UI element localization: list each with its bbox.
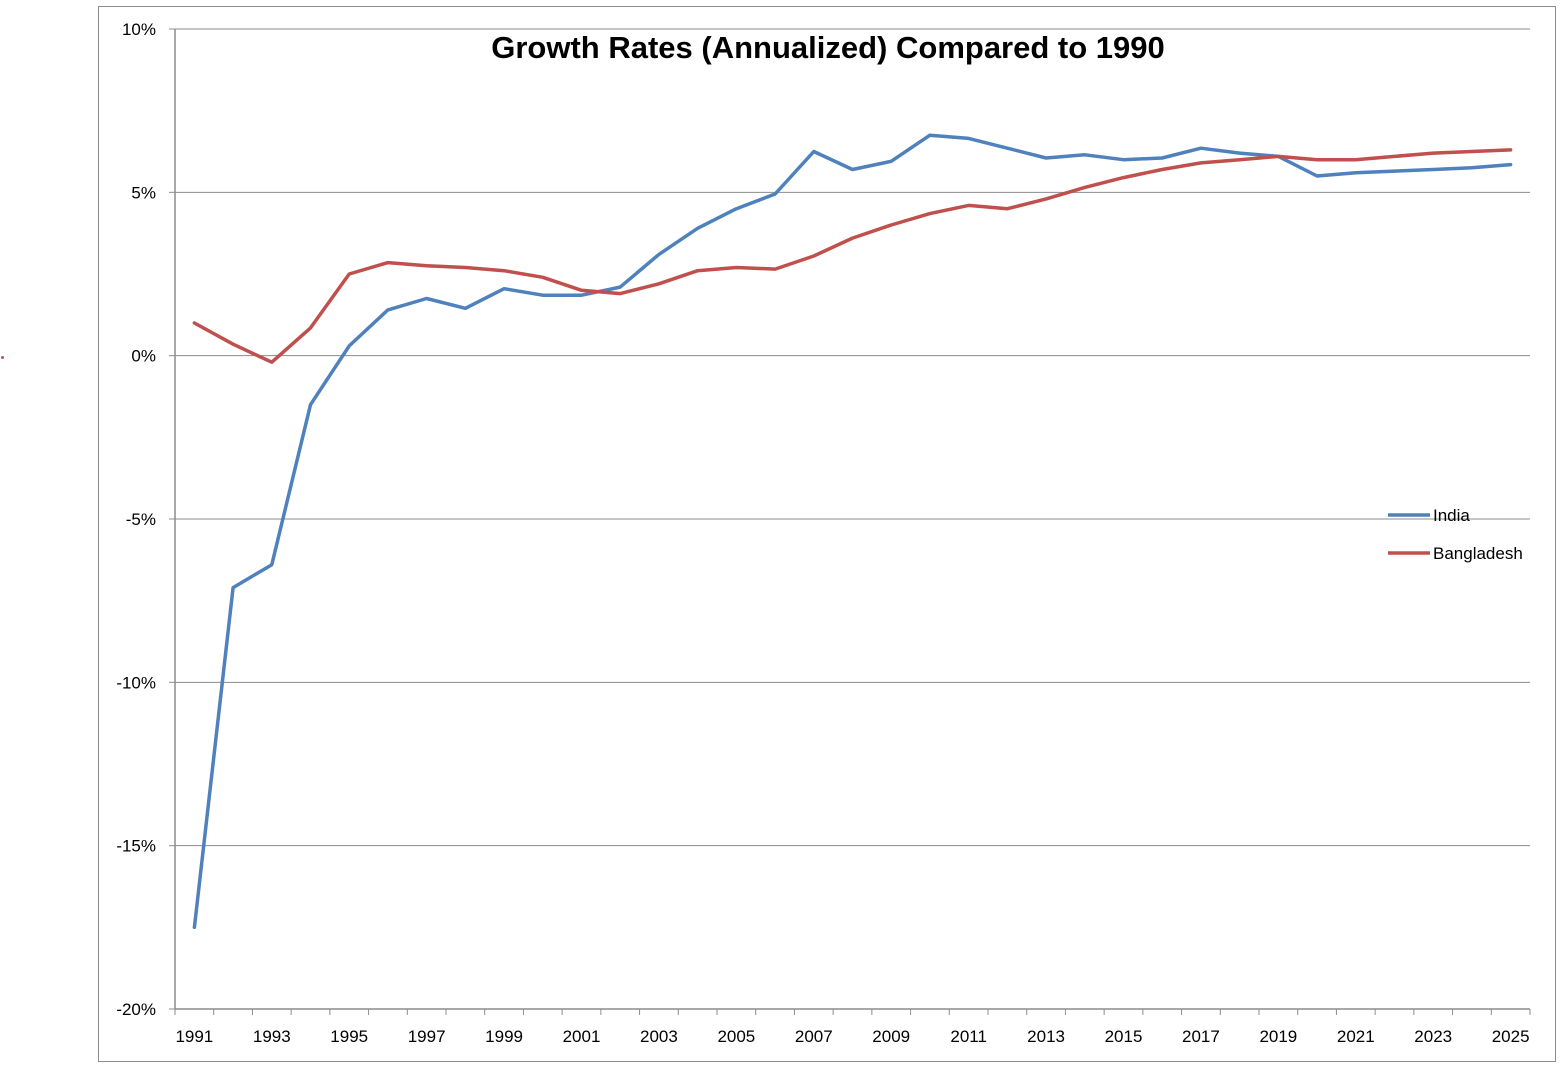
y-tick-label: -5% [126, 510, 156, 529]
stray-dot [1, 356, 4, 359]
x-tick-label: 2011 [950, 1027, 987, 1046]
x-tick-label: 1997 [408, 1027, 446, 1046]
x-tick-label: 1999 [485, 1027, 523, 1046]
x-tick-label: 2005 [717, 1027, 755, 1046]
y-tick-label: 5% [131, 183, 156, 202]
x-tick-label: 1993 [253, 1027, 291, 1046]
y-tick-label: -20% [116, 1000, 156, 1019]
x-tick-label: 2023 [1414, 1027, 1452, 1046]
x-tick-label: 2025 [1492, 1027, 1530, 1046]
x-tick-label: 2009 [872, 1027, 910, 1046]
y-tick-label: 0% [131, 347, 156, 366]
series-line-bangladesh [192, 148, 1513, 364]
series-line-india [192, 133, 1513, 930]
legend-label-bangladesh: Bangladesh [1433, 544, 1523, 563]
y-tick-label: -10% [116, 673, 156, 692]
x-tick-label: 2003 [640, 1027, 678, 1046]
axes: 10% 5% 0% -5% -10% -15% -20% 1991 1993 1995 1997 19… [116, 20, 1531, 1046]
chart-title: Growth Rates (Annualized) Compared to 19… [491, 30, 1165, 65]
x-tick-label: 1995 [330, 1027, 368, 1046]
legend-label-india: India [1433, 506, 1470, 525]
x-tick-label: 2021 [1337, 1027, 1375, 1046]
x-tick-label: 2017 [1182, 1027, 1220, 1046]
x-tick-label: 2001 [563, 1027, 601, 1046]
x-tick-label: 2015 [1105, 1027, 1143, 1046]
x-tick-label: 2013 [1027, 1027, 1065, 1046]
x-tick-label: 2007 [795, 1027, 833, 1046]
x-tick-label: 1991 [175, 1027, 213, 1046]
x-tick-label: 2019 [1259, 1027, 1297, 1046]
y-tick-label: -15% [116, 837, 156, 856]
legend: India Bangladesh [1388, 506, 1523, 563]
gridlines [175, 28, 1530, 847]
chart-frame [98, 6, 1556, 1062]
y-tick-label: 10% [122, 20, 156, 39]
series-lines [192, 133, 1513, 930]
